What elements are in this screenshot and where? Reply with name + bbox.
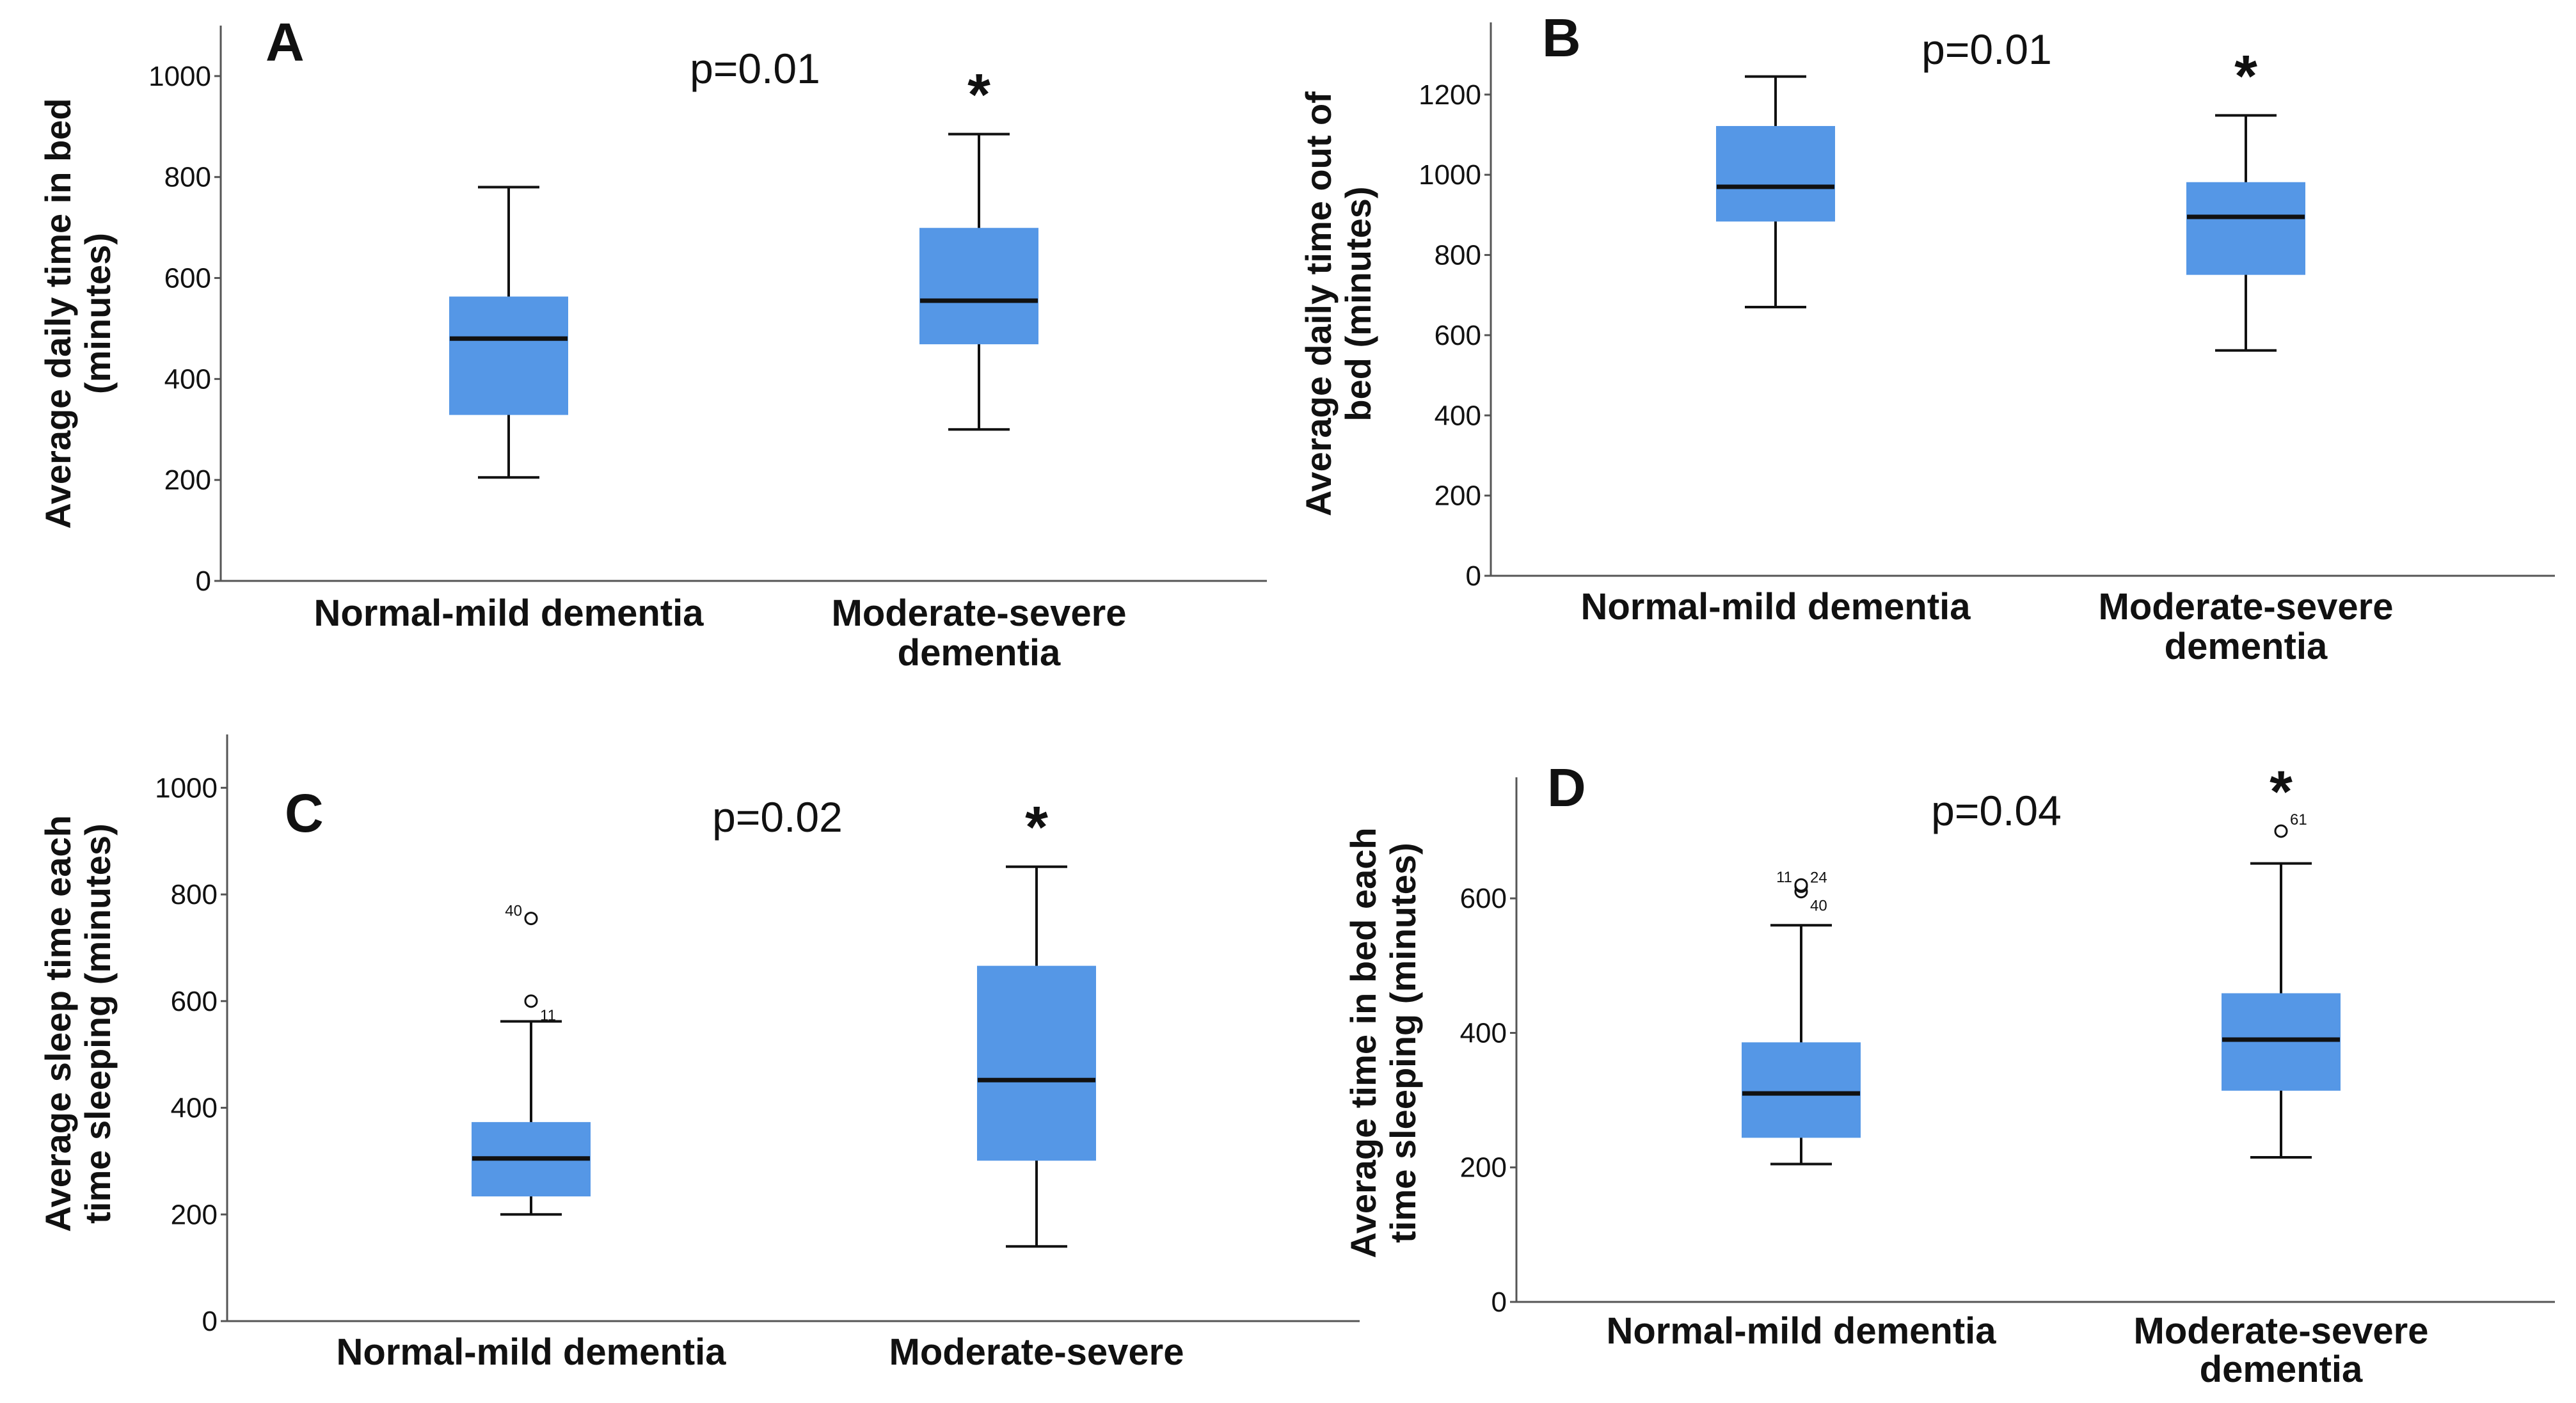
outlier-label: 24: [1810, 869, 1827, 886]
p-value: p=0.01: [690, 45, 820, 92]
significance-star: *: [2234, 44, 2257, 109]
x-category-label: Normal-mild dementia: [1606, 1310, 1996, 1352]
outlier-point: [2274, 824, 2288, 838]
iqr-box: [1716, 125, 1835, 222]
panel-letter: A: [266, 12, 305, 72]
y-tick-label: 0: [196, 566, 211, 597]
outlier-label: 11: [540, 1007, 556, 1024]
y-tick-label: 1000: [1419, 159, 1481, 191]
significance-star: *: [967, 63, 990, 128]
iqr-box: [449, 296, 568, 415]
outlier-label: 40: [1810, 898, 1827, 915]
y-axis-title-line: Average time in bed each: [1343, 827, 1383, 1258]
y-tick-label: 0: [1466, 560, 1481, 592]
box-plot-group: 61*: [2222, 759, 2341, 1159]
x-category-label: Normal-mild dementia: [336, 1331, 726, 1373]
x-category-label: Moderate-severe: [2099, 586, 2394, 628]
y-tick-label: 800: [1435, 240, 1481, 271]
x-category-label: Moderate-severe: [2134, 1310, 2429, 1352]
y-axis-title-line: Average daily time out of: [1298, 91, 1339, 516]
y-tick-label: 0: [1491, 1287, 1507, 1318]
p-value: p=0.02: [712, 793, 843, 841]
panel-a: 0 200 400 600 800 1000 Average daily time in b…: [38, 12, 1267, 674]
y-tick-label: 600: [171, 986, 218, 1017]
outlier-label: 61: [2290, 811, 2307, 828]
y-tick-label: 400: [1435, 400, 1481, 431]
panel-b: 0 200 400 600 800 1000 1200 Average daily time …: [1298, 8, 2555, 667]
box-plot-group: 11 40: [472, 903, 591, 1216]
outlier-point: [524, 994, 538, 1008]
iqr-box: [1742, 1042, 1861, 1138]
outlier-point: [1794, 878, 1808, 892]
x-category-label: Normal-mild dementia: [314, 592, 704, 634]
x-category-label: Normal-mild dementia: [1580, 586, 1971, 628]
panel-d: 0 200 400 600 Average time in bed each time s…: [1343, 757, 2555, 1390]
box-plot-group: *: [2186, 44, 2305, 352]
y-axis-title-line: time sleeping (minutes): [77, 823, 118, 1223]
panel-c: 0 200 400 600 800 1000 Average sleep time each…: [38, 734, 1360, 1373]
box-plot-group: [1716, 75, 1835, 309]
y-axis-title-line: bed (minutes): [1338, 186, 1378, 421]
box-plot-group: 40 24 11: [1742, 869, 1861, 1166]
p-value: p=0.04: [1931, 787, 2062, 834]
y-axis-title-line: (minutes): [77, 233, 118, 394]
y-tick-label: 1200: [1419, 79, 1481, 111]
panel-letter: D: [1547, 757, 1586, 818]
y-tick-label: 600: [1460, 883, 1507, 914]
y-tick-label: 200: [164, 464, 211, 496]
significance-star: *: [1025, 795, 1048, 860]
y-tick-label: 0: [202, 1306, 218, 1337]
box-plot-group: [449, 186, 568, 479]
y-tick-label: 400: [171, 1093, 218, 1124]
y-tick-label: 200: [1460, 1152, 1507, 1184]
y-axis-title-line: time sleeping (minutes): [1383, 843, 1423, 1242]
x-category-label: Moderate-severe: [832, 592, 1127, 634]
y-tick-label: 400: [164, 363, 211, 395]
iqr-box: [2186, 182, 2305, 275]
x-category-label: dementia: [898, 632, 1061, 674]
y-tick-label: 200: [171, 1199, 218, 1230]
y-tick-label: 200: [1435, 480, 1481, 512]
box-plot-group: *: [919, 63, 1038, 431]
y-tick-label: 1000: [155, 772, 218, 804]
panel-letter: B: [1542, 8, 1581, 68]
x-category-label: dementia: [2200, 1349, 2363, 1390]
y-axis-title-line: Average daily time in bed: [38, 98, 78, 528]
y-tick-label: 800: [164, 162, 211, 193]
outlier-label: 11: [1776, 869, 1792, 886]
outlier-label: 40: [505, 903, 522, 920]
y-tick-label: 600: [1435, 320, 1481, 351]
x-category-label: Moderate-severe: [889, 1331, 1184, 1373]
y-tick-label: 600: [164, 263, 211, 294]
iqr-box: [2222, 993, 2341, 1091]
significance-star: *: [2270, 759, 2293, 825]
y-tick-label: 800: [171, 879, 218, 910]
y-tick-label: 1000: [148, 61, 211, 92]
panel-letter: C: [285, 783, 324, 843]
y-tick-label: 400: [1460, 1017, 1507, 1049]
outlier-point: [524, 912, 538, 926]
iqr-box: [919, 228, 1038, 345]
p-value: p=0.01: [1921, 26, 2052, 73]
x-category-label: dementia: [2165, 626, 2328, 667]
y-axis-title-line: Average sleep time each: [38, 815, 78, 1232]
box-plot-group: *: [977, 795, 1096, 1248]
iqr-box: [977, 965, 1096, 1161]
